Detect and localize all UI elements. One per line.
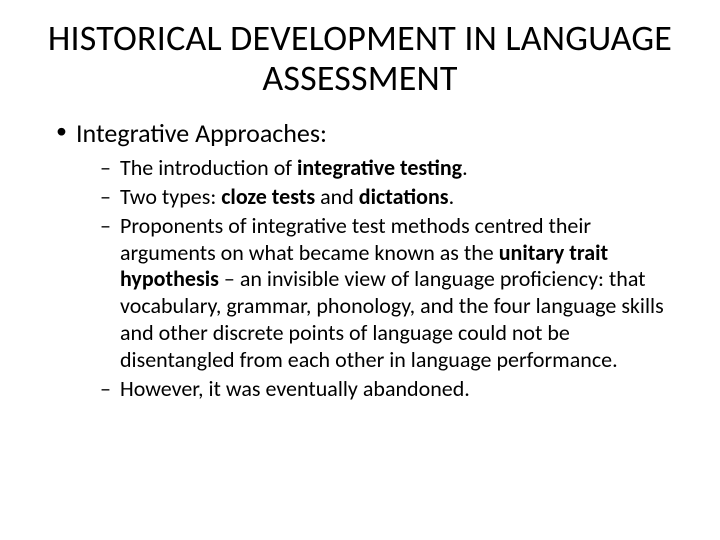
list-item: Two types: cloze tests and dictations. xyxy=(100,184,682,211)
slide: HISTORICAL DEVELOPMENT IN LANGUAGE ASSES… xyxy=(0,0,720,540)
text-run: . xyxy=(462,154,468,181)
text-run: and xyxy=(315,183,359,210)
text-run: . xyxy=(449,183,455,210)
level1-text: Integrative Approaches: xyxy=(76,117,327,149)
bold-text: dictations xyxy=(359,183,449,210)
list-item: Proponents of integrative test methods c… xyxy=(100,213,682,374)
text-run: The introduction of xyxy=(120,154,297,181)
slide-title: HISTORICAL DEVELOPMENT IN LANGUAGE ASSES… xyxy=(38,18,682,99)
bullet-list-level2: The introduction of integrative testing.… xyxy=(76,155,682,402)
text-run: Two types: xyxy=(120,183,221,210)
bold-text: cloze tests xyxy=(221,183,315,210)
list-item: Integrative Approaches: The introduction… xyxy=(56,117,682,403)
bullet-list-level1: Integrative Approaches: The introduction… xyxy=(38,117,682,403)
text-run: However, it was eventually abandoned. xyxy=(120,375,470,402)
list-item: The introduction of integrative testing. xyxy=(100,155,682,182)
list-item: However, it was eventually abandoned. xyxy=(100,376,682,403)
bold-text: integrative testing xyxy=(297,154,462,181)
